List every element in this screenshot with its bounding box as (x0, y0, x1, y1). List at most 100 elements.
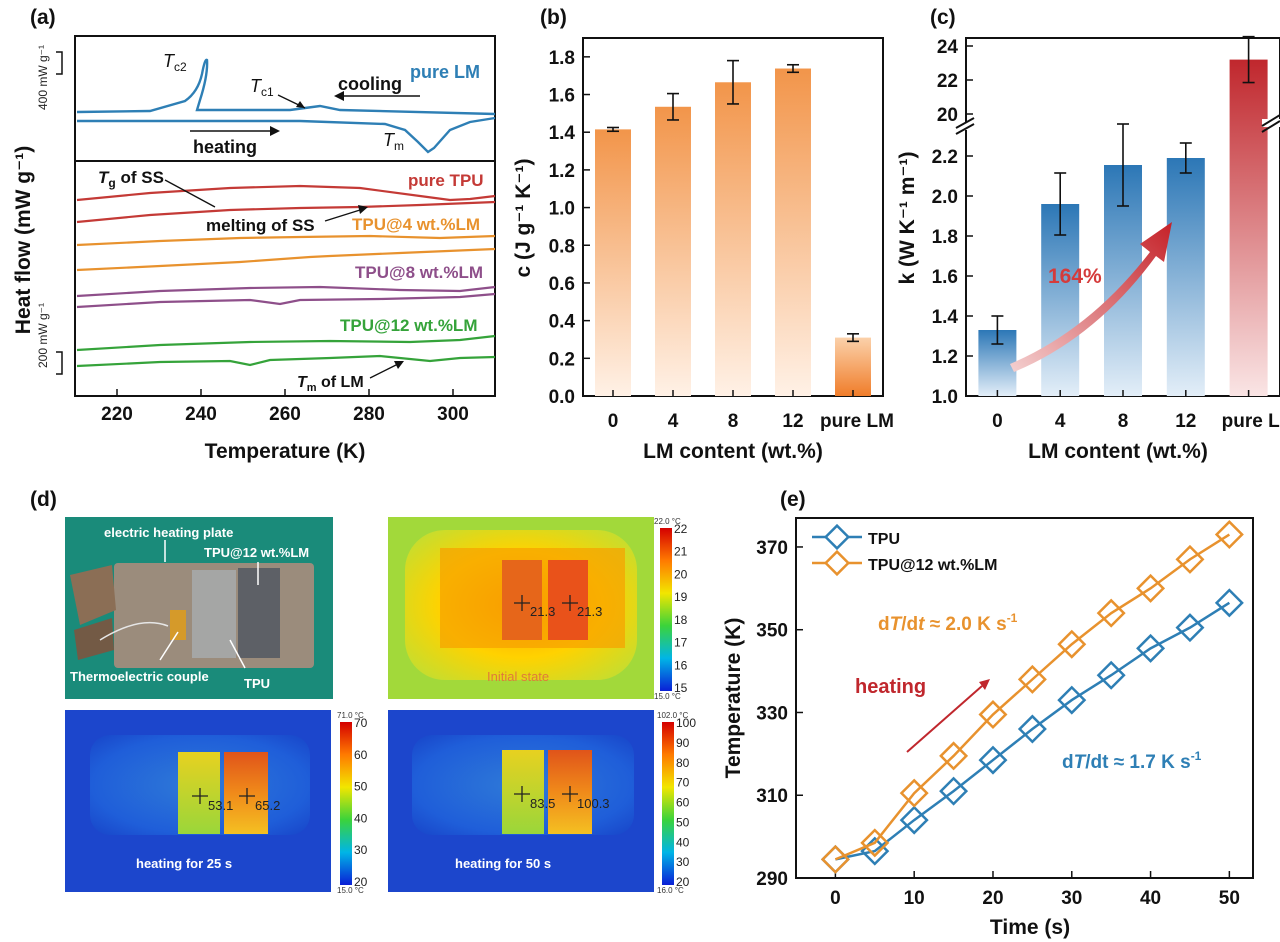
scale-bar-400 (56, 51, 63, 75)
panel-a-x-ticks: 220 240 260 280 300 (101, 389, 469, 425)
data-point (1214, 520, 1244, 550)
x-tick-label: pure LM (820, 411, 894, 432)
color-scale-25s (340, 722, 352, 885)
legend-tpu-label: TPU (868, 531, 900, 548)
thermal-image-25s: 53.1 65.2 heating for 25 s 71.0 °C 15.0 … (65, 710, 368, 895)
x-tick-label: 8 (1118, 411, 1129, 432)
scale-tick-label: 60 (354, 748, 368, 762)
y-tick-label: 1.2 (549, 161, 575, 182)
label-tpu12: TPU@12 wt.%LM (340, 316, 477, 335)
y-tick-label: 0.0 (549, 387, 575, 408)
annot-tg-ss: Tg of SS (98, 168, 164, 190)
annot-melting-arrow (324, 209, 361, 222)
lm-cooling-curve (76, 58, 496, 116)
thermal-tpu-25s (178, 752, 220, 834)
panel-c: (c) 1.0 1.2 1.4 1.6 1.8 2.0 2.2 20 22 24 0 4 8 12 pur… (896, 6, 1280, 463)
clamp-block (70, 565, 116, 625)
clamp-block-2 (74, 618, 114, 660)
y-tick-label: 0.4 (549, 312, 576, 333)
annot-tm-lm: Tm of LM (297, 374, 364, 394)
scale-min-initial: 15.0 °C (654, 692, 681, 701)
annot-tm: Tm (383, 130, 404, 153)
scale-min-50s: 16.0 °C (657, 886, 684, 895)
panel-e: (e) 290 310 330 350 370 0 10 20 30 40 50 TPU TPU@… (722, 488, 1254, 939)
axis-break-mark-4 (1261, 120, 1280, 133)
scale-bar-200-label: 200 mW g⁻¹ (36, 303, 50, 368)
temp-1-initial: 21.3 (530, 604, 555, 619)
photo-label-couple: Thermoelectric couple (70, 669, 209, 684)
annot-heating-e: heating (855, 676, 926, 698)
y-tick-label: 330 (756, 703, 788, 724)
data-point (978, 745, 1008, 775)
panel-b-y-title: c (J g⁻¹ K⁻¹) (512, 159, 535, 278)
temp-1-25s: 53.1 (208, 798, 233, 813)
y-tick-label: 20 (937, 105, 958, 126)
scale-tick-label: 30 (354, 843, 368, 857)
y-tick-label: 2.0 (932, 187, 958, 208)
bar (1229, 59, 1268, 396)
bar (835, 337, 871, 396)
scale-max-initial: 22.0 °C (654, 517, 681, 526)
y-tick-label: 24 (937, 37, 959, 58)
scale-tick-label: 30 (676, 855, 690, 869)
label-tpu4: TPU@4 wt.%LM (352, 215, 480, 234)
annot-tm-lm-arrow (369, 363, 399, 379)
panel-e-y-ticks: 290 310 330 350 370 (756, 538, 803, 890)
data-point (1017, 664, 1047, 694)
tpu8-curve-1 (76, 285, 496, 298)
y-tick-label: 22 (937, 71, 958, 92)
legend-lm-label: TPU@12 wt.%LM (868, 557, 997, 574)
scale-tick-label: 20 (676, 875, 690, 889)
annot-tc1-arrowhead (296, 101, 305, 108)
caption-initial: Initial state (487, 669, 549, 684)
scale-tick-label: 17 (674, 636, 688, 650)
annot-tm-lm-arrowhead (394, 361, 404, 369)
annot-rate-tpu: dT/dt ≈ 1.7 K s-1 (1062, 749, 1202, 773)
data-point (1096, 598, 1126, 628)
panel-b-label: (b) (540, 6, 567, 29)
y-tick-label: 0.6 (549, 274, 575, 295)
x-tick-label: pure LM (1222, 411, 1280, 432)
axis-break-gap (958, 122, 974, 130)
x-tick-label: 220 (101, 404, 133, 425)
photo-arrow-couple (159, 631, 179, 661)
pure-tpu-curve-1 (76, 184, 496, 202)
data-point (939, 741, 969, 771)
tpu4-curve-2 (76, 247, 496, 272)
x-tick-label: 300 (437, 404, 469, 425)
bar (655, 106, 691, 396)
scale-tick-label: 50 (676, 815, 690, 829)
y-tick-label: 1.2 (932, 347, 958, 368)
scale-tick-label: 19 (674, 590, 688, 604)
panel-b-x-title: LM content (wt.%) (643, 440, 823, 463)
x-tick-label: 4 (668, 411, 679, 432)
scale-max-25s: 71.0 °C (337, 711, 364, 720)
panel-b-bars (595, 59, 871, 397)
axis-break-mark-2 (955, 123, 975, 135)
setup-photo: electric heating plate TPU@12 wt.%LM The… (65, 517, 333, 699)
panel-c-y-title: k (W K⁻¹ m⁻¹) (896, 152, 919, 285)
caption-25s: heating for 25 s (136, 856, 232, 871)
scale-tick-label: 40 (354, 811, 368, 825)
temp-2-25s: 65.2 (255, 798, 280, 813)
annot-heating: heating (193, 137, 257, 157)
data-point (1057, 629, 1087, 659)
x-tick-label: 0 (830, 888, 841, 909)
data-point (939, 776, 969, 806)
scale-max-50s: 102.0 °C (657, 711, 688, 720)
annot-164: 164% (1048, 265, 1102, 288)
panel-b: (b) 0.0 0.2 0.4 0.6 0.8 1.0 1.2 1.4 1.6 1.8 0 4 8 12… (512, 6, 894, 463)
legend-lm-marker (823, 549, 851, 577)
y-tick-label: 1.8 (932, 227, 958, 248)
x-tick-label: 12 (782, 411, 803, 432)
y-tick-label: 1.4 (932, 307, 959, 328)
axis-break-gap-right (1262, 119, 1280, 127)
panel-c-bars (978, 35, 1268, 396)
tpu8-curve-2 (76, 292, 496, 309)
y-tick-label: 1.0 (549, 199, 575, 220)
data-point (1214, 588, 1244, 618)
annot-melting-ss: melting of SS (206, 216, 315, 235)
bar (775, 68, 811, 397)
y-tick-label: 2.2 (932, 147, 958, 168)
